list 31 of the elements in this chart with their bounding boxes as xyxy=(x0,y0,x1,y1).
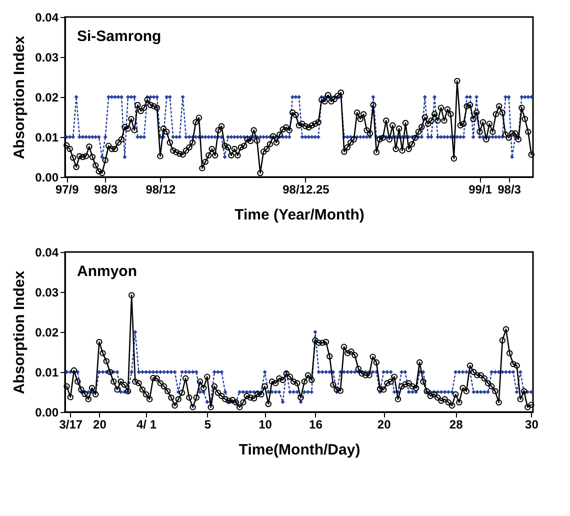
x-tick-label: 5 xyxy=(204,418,212,432)
x-tick-label: 98/3 xyxy=(498,182,522,196)
y-axis-title: Absorption Index xyxy=(11,35,28,160)
y-tick-label: 0.00 xyxy=(35,170,59,184)
y-tick-label: 0.01 xyxy=(35,130,59,144)
x-tick-label: 97/9 xyxy=(55,182,80,196)
text: Anmyon xyxy=(77,263,137,280)
x-tick-label: 28 xyxy=(449,418,464,432)
y-axis-title: Absorption Index xyxy=(11,270,28,394)
text: Si-Samrong xyxy=(77,28,162,45)
y-tick-label: 0.03 xyxy=(35,50,59,64)
y-tick-label: 0.04 xyxy=(35,246,59,260)
x-tick-label: 99/1 xyxy=(468,182,492,196)
x-tick-label: 20 xyxy=(93,418,107,432)
y-tick-label: 0.02 xyxy=(35,326,59,340)
x-tick-label: 20 xyxy=(377,418,392,432)
x-tick-label: 4/ 1 xyxy=(136,418,157,432)
x-tick-label: 16 xyxy=(309,418,323,432)
y-tick-label: 0.03 xyxy=(35,286,59,300)
x-axis-title: Time(Month/Day) xyxy=(238,442,360,458)
x-tick-label: 98/12 xyxy=(146,182,176,196)
y-tick-label: 0.01 xyxy=(35,366,59,380)
y-tick-label: 0.02 xyxy=(35,90,59,104)
y-tick-label: 0.04 xyxy=(35,10,59,24)
x-tick-label: 3/17 xyxy=(59,418,83,432)
y-tick-label: 0.00 xyxy=(35,406,59,420)
x-tick-label: 98/12.25 xyxy=(282,182,330,196)
x-tick-label: 10 xyxy=(258,418,272,432)
x-axis-title: Time (Year/Month) xyxy=(234,206,364,224)
x-tick-label: 98/3 xyxy=(94,182,118,196)
x-tick-label: 30 xyxy=(525,418,539,432)
